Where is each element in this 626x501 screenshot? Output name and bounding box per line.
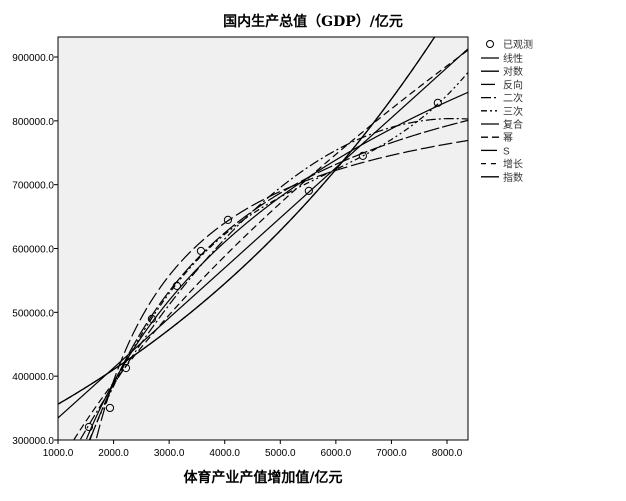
x-tick-label: 5000.0 [265, 448, 296, 459]
chart-title: 国内生产总值（GDP）/亿元 [223, 13, 403, 30]
observed-points [84, 98, 442, 432]
legend-marker-observed [486, 40, 494, 48]
fit-curve-power [73, 49, 468, 440]
y-tick-label: 400000.0 [12, 372, 54, 383]
x-tick-label: 6000.0 [321, 448, 352, 459]
y-tick-label: 300000.0 [12, 436, 54, 447]
legend-label: 幂 [503, 132, 513, 144]
fit-curve-s [89, 119, 468, 440]
x-tick-label: 2000.0 [98, 448, 129, 459]
x-tick-label: 3000.0 [154, 448, 185, 459]
fit-curve-quadratic [79, 118, 468, 440]
observed-point [304, 186, 313, 195]
plot-area [57, 36, 469, 441]
y-tick-label: 800000.0 [12, 117, 54, 128]
x-tick-label: 1000.0 [43, 448, 74, 459]
y-tick-label: 600000.0 [12, 245, 54, 256]
x-tick-label: 8000.0 [432, 448, 463, 459]
observed-point [172, 281, 182, 291]
legend-label: 增长 [503, 158, 523, 171]
x-axis-label: 体育产业产值增加值/亿元 [183, 469, 342, 486]
fit-curve-log [85, 91, 468, 440]
legend-label: 三次 [503, 105, 523, 118]
fit-curve-inverse [95, 139, 468, 439]
legend-label: 已观测 [503, 38, 533, 51]
observed-point [223, 215, 233, 225]
fit-curve-exponential [58, 37, 436, 405]
x-tick-label: 4000.0 [209, 448, 240, 459]
observed-point [105, 403, 115, 413]
observed-point [196, 246, 206, 256]
y-tick-label: 700000.0 [12, 181, 54, 192]
x-tick-label: 7000.0 [376, 448, 407, 459]
legend-label: 对数 [503, 65, 523, 78]
x-axis: 1000.0 2000.0 3000.0 4000.0 5000.0 6000.0 7000… [43, 440, 463, 459]
observed-point [147, 314, 157, 324]
fit-curve-linear [58, 48, 468, 419]
fit-curve-cubic [88, 72, 468, 440]
legend-label: S [503, 146, 510, 157]
observed-point [84, 422, 94, 432]
legend-label: 复合 [503, 118, 523, 131]
legend-label: 线性 [503, 52, 523, 65]
legend-label: 指数 [503, 171, 523, 184]
y-axis: 300000.0 400000.0 500000.0 600000.0 700000.0… [12, 53, 58, 447]
observed-point [433, 98, 442, 107]
y-tick-label: 900000.0 [12, 53, 54, 64]
fit-curves [58, 37, 468, 440]
observed-point [121, 363, 131, 373]
observed-point [358, 151, 367, 160]
y-tick-label: 500000.0 [12, 308, 54, 319]
legend-label: 反向 [503, 78, 523, 91]
legend-label: 二次 [503, 92, 523, 105]
